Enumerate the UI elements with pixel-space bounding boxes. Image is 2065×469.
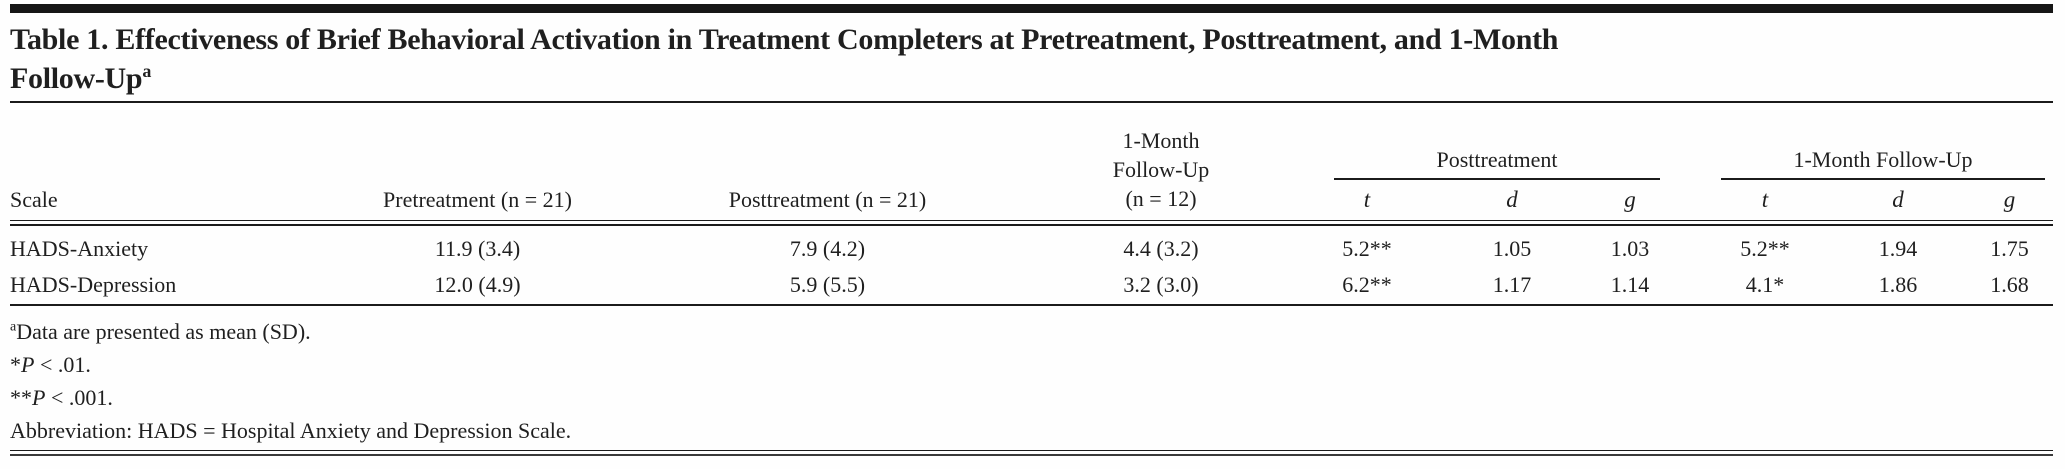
footnote-p-symbol: P: [32, 385, 46, 410]
table-bottom-rule: [10, 450, 2053, 456]
table-title-footnote-marker: a: [142, 61, 152, 81]
table-header: Scale Pretreatment (n = 21) Posttreatmen…: [10, 103, 2053, 220]
stat-header-followup-d: d: [1892, 187, 1904, 212]
footnote-star: *: [10, 352, 21, 377]
table-title-line2-text: Follow-Up: [10, 62, 143, 95]
cell-posttreatment-t: 5.2**: [1342, 236, 1392, 261]
table-body: HADS-Anxiety 11.9 (3.4) 7.9 (4.2) 4.4 (3…: [10, 226, 2053, 303]
cell-posttreatment-d: 1.05: [1492, 236, 1532, 261]
stat-header-posttreatment-d: d: [1506, 187, 1518, 212]
cell-posttreatment-mean-sd: 7.9 (4.2): [789, 236, 866, 261]
table-title: Table 1. Effectiveness of Brief Behavior…: [10, 20, 2053, 98]
footnote-data-note-text: Data are presented as mean (SD).: [16, 319, 311, 344]
cell-posttreatment-g: 1.03: [1610, 236, 1650, 261]
cell-posttreatment-g: 1.14: [1610, 272, 1650, 297]
footnote-p-value: < .01.: [34, 352, 91, 377]
column-header-pretreatment: Pretreatment (n = 21): [383, 187, 572, 212]
stat-header-followup-g: g: [2003, 187, 2016, 212]
cell-followup-g: 1.75: [1990, 236, 2029, 261]
cell-followup-mean-sd: 4.4 (3.2): [1123, 236, 1199, 261]
group-header-one-month-followup: 1-Month Follow-Up: [1721, 146, 2045, 180]
stat-header-followup-t: t: [1761, 187, 1769, 212]
group-header-posttreatment: Posttreatment: [1334, 146, 1660, 180]
cell-followup-d: 1.86: [1878, 272, 1918, 297]
footnote-double-star: **: [10, 385, 32, 410]
cell-posttreatment-mean-sd: 5.9 (5.5): [789, 272, 866, 297]
footnote-abbreviation: Abbreviation: HADS = Hospital Anxiety an…: [10, 418, 572, 443]
footnote-p-symbol: P: [21, 352, 35, 377]
cell-followup-t: 4.1*: [1745, 272, 1785, 297]
cell-posttreatment-d: 1.17: [1492, 272, 1532, 297]
title-rule: [10, 101, 2053, 103]
footnote-p-01: *P < .01.: [10, 348, 2053, 381]
stat-header-posttreatment-t: t: [1363, 187, 1371, 212]
table-title-line1: Table 1. Effectiveness of Brief Behavior…: [10, 23, 1559, 56]
column-header-posttreatment: Posttreatment (n = 21): [728, 187, 927, 212]
row-label: HADS-Anxiety: [10, 236, 149, 261]
footnote-data-note: aData are presented as mean (SD).: [10, 315, 2053, 348]
row-label: HADS-Depression: [10, 272, 177, 297]
cell-followup-d: 1.94: [1878, 236, 1918, 261]
footnote-p-value: < .001.: [45, 385, 113, 410]
followup-header-line3: (n = 12): [1125, 186, 1197, 211]
followup-header-line2: Follow-Up: [1112, 157, 1210, 182]
footnote-marker-a: a: [10, 319, 17, 335]
footnote-p-001: **P < .001.: [10, 381, 2053, 414]
column-gap-spacer: [1678, 267, 1700, 303]
cell-followup-t: 5.2**: [1740, 236, 1790, 261]
table-top-bar: [10, 4, 2053, 13]
column-gap-spacer: [1678, 231, 1700, 267]
table-footnotes: aData are presented as mean (SD). *P < .…: [10, 306, 2053, 447]
cell-posttreatment-t: 6.2**: [1342, 272, 1392, 297]
stat-header-posttreatment-g: g: [1624, 187, 1636, 212]
header-rule: [10, 220, 2053, 226]
cell-pretreatment-mean-sd: 11.9 (3.4): [434, 236, 521, 261]
cell-followup-g: 1.68: [1990, 272, 2029, 297]
followup-header-line1: 1-Month: [1122, 128, 1200, 153]
table-title-line2: Follow-Upa: [10, 59, 2053, 98]
body-bottom-rule: [10, 304, 2053, 306]
cell-pretreatment-mean-sd: 12.0 (4.9): [434, 272, 521, 297]
column-header-scale: Scale: [10, 187, 58, 212]
cell-followup-mean-sd: 3.2 (3.0): [1123, 272, 1199, 297]
column-header-one-month-followup: 1-Month Follow-Up (n = 12): [1030, 103, 1292, 220]
